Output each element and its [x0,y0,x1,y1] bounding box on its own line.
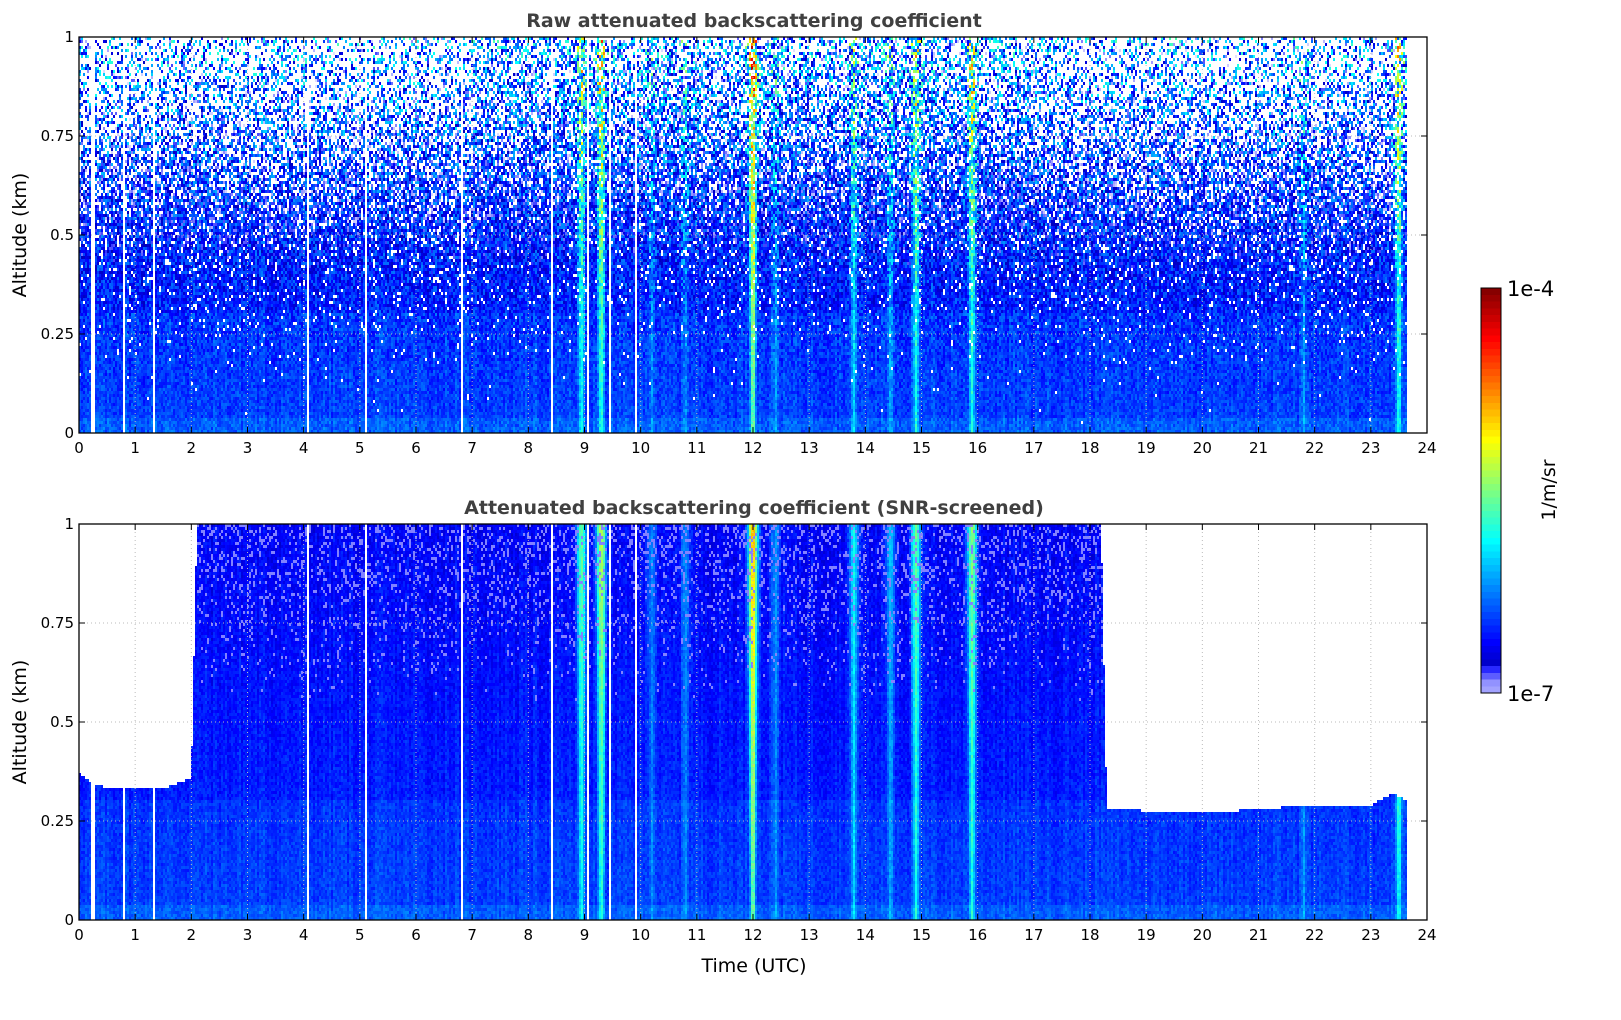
x-tick-label: 22 [1305,439,1324,457]
x-tick-label: 4 [299,926,309,944]
y-axis-label-raw: Altitude (km) [9,173,31,298]
x-tick-label: 20 [1193,439,1212,457]
chart-title-raw: Raw attenuated backscattering coefficien… [526,10,982,32]
y-tick-label: 0 [64,424,74,442]
x-axis-label: Time (UTC) [700,955,806,977]
x-tick-label: 17 [1024,439,1043,457]
x-tick-label: 16 [968,439,987,457]
x-tick-label: 9 [580,439,590,457]
chart-title-screened: Attenuated backscattering coefficient (S… [464,497,1044,519]
x-tick-label: 20 [1193,926,1212,944]
x-tick-label: 24 [1417,439,1436,457]
y-tick-label: 1 [64,28,74,46]
y-axis-label-screened: Altitude (km) [9,660,31,785]
x-tick-label: 14 [856,439,875,457]
x-tick-label: 1 [130,926,140,944]
x-tick-label: 16 [968,926,987,944]
x-tick-label: 6 [411,926,421,944]
plot-frame [78,36,1428,434]
x-tick-label: 21 [1249,439,1268,457]
x-tick-label: 2 [187,926,197,944]
x-tick-label: 9 [580,926,590,944]
x-tick-label: 23 [1361,926,1380,944]
x-tick-label: 2 [187,439,197,457]
x-tick-label: 15 [912,926,931,944]
y-tick-label: 1 [64,515,74,533]
x-tick-label: 4 [299,439,309,457]
x-tick-label: 11 [687,439,706,457]
x-tick-label: 6 [411,439,421,457]
x-tick-label: 3 [243,926,253,944]
x-tick-label: 21 [1249,926,1268,944]
colorbar [1481,288,1501,693]
y-tick-label: 0 [64,911,74,929]
colorbar-label: 1/m/sr [1538,459,1560,520]
x-tick-label: 7 [467,926,477,944]
x-tick-label: 7 [467,439,477,457]
x-tick-label: 3 [243,439,253,457]
x-tick-label: 14 [856,926,875,944]
x-tick-label: 10 [631,926,650,944]
x-tick-label: 15 [912,439,931,457]
x-tick-label: 23 [1361,439,1380,457]
plot-frame [78,523,1428,921]
colorbar-min-label: 1e-7 [1507,682,1554,706]
x-tick-label: 10 [631,439,650,457]
x-tick-label: 19 [1137,439,1156,457]
x-tick-label: 5 [355,926,365,944]
y-tick-label: 0.75 [41,127,74,145]
x-tick-label: 22 [1305,926,1324,944]
x-tick-label: 18 [1080,926,1099,944]
y-tick-label: 0.25 [41,812,74,830]
x-tick-label: 8 [524,439,534,457]
x-tick-label: 13 [800,926,819,944]
y-tick-label: 0.75 [41,614,74,632]
x-tick-label: 0 [74,926,84,944]
x-tick-label: 11 [687,926,706,944]
x-tick-label: 13 [800,439,819,457]
x-tick-label: 24 [1417,926,1436,944]
x-tick-label: 12 [743,439,762,457]
x-tick-label: 8 [524,926,534,944]
x-tick-label: 18 [1080,439,1099,457]
x-tick-label: 5 [355,439,365,457]
x-tick-label: 19 [1137,926,1156,944]
colorbar-max-label: 1e-4 [1507,277,1554,301]
x-tick-label: 0 [74,439,84,457]
y-tick-label: 0.25 [41,325,74,343]
colorbar-frame [1480,287,1502,694]
x-tick-label: 17 [1024,926,1043,944]
y-tick-label: 0.5 [50,226,74,244]
y-tick-label: 0.5 [50,713,74,731]
x-tick-label: 1 [130,439,140,457]
x-tick-label: 12 [743,926,762,944]
